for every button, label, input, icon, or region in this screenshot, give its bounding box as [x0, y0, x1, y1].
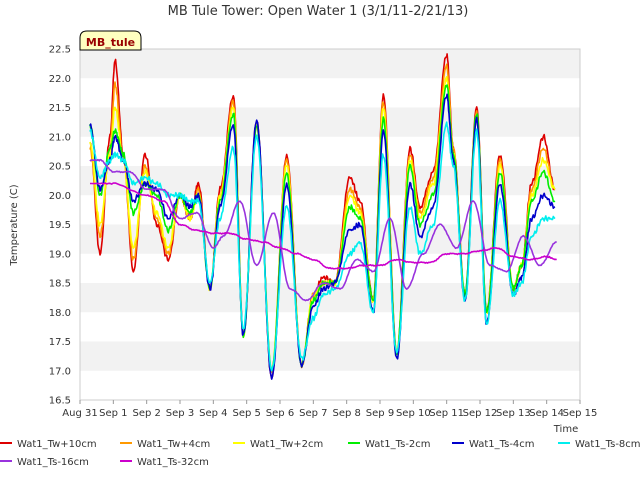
y-tick-label: 19.5 — [49, 220, 71, 231]
y-tick-label: 22.0 — [49, 74, 71, 85]
x-axis: Aug 31 Sep 1 Sep 2 Sep 3 Sep 4 Sep 5 Sep 6 Sep … — [62, 400, 597, 419]
grid-band — [80, 78, 580, 108]
grid-band — [80, 341, 580, 371]
series-line-wat1-ts-32cm — [90, 182, 557, 270]
grid-band — [80, 283, 580, 313]
y-tick-label: 19.0 — [49, 249, 71, 260]
y-tick-label: 22.5 — [49, 45, 71, 56]
x-tick-label: Sep 14 — [529, 408, 564, 419]
grid-band — [80, 107, 580, 137]
grid-band — [80, 312, 580, 342]
x-tick-label: Sep 6 — [266, 408, 294, 419]
legend: Wat1_Tw+10cm Wat1_Tw+4cm Wat1_Tw+2cm Wat1_T… — [0, 439, 640, 468]
x-tick-label: Sep 15 — [563, 408, 598, 419]
series-line-wat1-ts-16cm — [89, 158, 557, 302]
legend-label: Wat1_Tw+4cm — [137, 439, 210, 450]
y-tick-label: 18.5 — [49, 279, 71, 290]
legend-label: Wat1_Ts-8cm — [575, 439, 640, 450]
x-tick-label: Sep 4 — [199, 408, 227, 419]
x-tick-label: Sep 2 — [132, 408, 160, 419]
x-tick-label: Aug 31 — [62, 408, 97, 419]
plot-area — [79, 48, 581, 401]
y-tick-label: 20.5 — [49, 162, 71, 173]
y-tick-label: 21.0 — [49, 132, 71, 143]
chart-title: MB Tule Tower: Open Water 1 (3/1/11-2/21… — [168, 4, 469, 19]
station-badge: MB_tule — [79, 30, 142, 51]
y-axis: 16.5 17.0 17.5 18.0 18.5 19.0 19.5 20.0 20.5 21.0… — [49, 45, 71, 407]
y-tick-label: 17.0 — [49, 366, 71, 377]
grid-band — [80, 49, 580, 79]
x-tick-label: Sep 11 — [429, 408, 464, 419]
x-tick-label: Sep 3 — [166, 408, 194, 419]
legend-label: Wat1_Tw+10cm — [17, 439, 97, 450]
station-label: MB_tule — [86, 36, 135, 49]
x-tick-label: Sep 12 — [463, 408, 498, 419]
legend-label: Wat1_Ts-2cm — [365, 439, 431, 450]
x-tick-label: Sep 7 — [299, 408, 327, 419]
series-lines — [89, 53, 557, 380]
y-tick-label: 18.0 — [49, 308, 71, 319]
y-tick-label: 17.5 — [49, 337, 71, 348]
y-axis-label: Temperature (C) — [9, 184, 20, 266]
grid-band — [80, 370, 580, 400]
x-axis-label: Time — [553, 424, 578, 435]
x-tick-label: Sep 13 — [496, 408, 531, 419]
legend-label: Wat1_Ts-4cm — [469, 439, 535, 450]
x-tick-label: Sep 8 — [332, 408, 360, 419]
legend-label: Wat1_Tw+2cm — [250, 439, 323, 450]
x-tick-label: Sep 5 — [232, 408, 260, 419]
x-tick-label: Sep 9 — [366, 408, 394, 419]
y-tick-label: 21.5 — [49, 103, 71, 114]
y-tick-label: 16.5 — [49, 396, 71, 407]
legend-label: Wat1_Ts-32cm — [137, 457, 209, 468]
x-tick-label: Sep 10 — [396, 408, 431, 419]
x-tick-label: Sep 1 — [99, 408, 127, 419]
series-line-wat1-ts-4cm — [89, 93, 556, 380]
series-line-wat1-ts-8cm — [89, 121, 556, 372]
legend-label: Wat1_Ts-16cm — [17, 457, 89, 468]
y-tick-label: 20.0 — [49, 191, 71, 202]
grid-band — [80, 136, 580, 166]
